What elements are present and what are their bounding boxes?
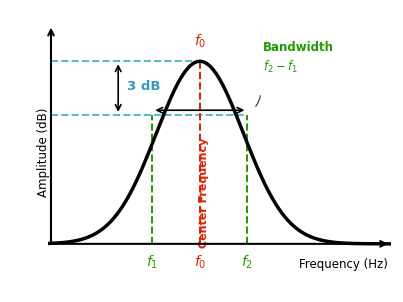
Text: $f_1$: $f_1$ xyxy=(146,254,158,271)
Text: $f_0$: $f_0$ xyxy=(194,254,206,271)
Text: Frequency (Hz): Frequency (Hz) xyxy=(299,258,388,271)
Text: $f_2$: $f_2$ xyxy=(241,254,253,271)
Text: $f_0$: $f_0$ xyxy=(194,33,206,50)
Text: Amplitude (dB): Amplitude (dB) xyxy=(37,108,50,197)
Text: 3 dB: 3 dB xyxy=(127,80,161,93)
Text: Bandwidth
$f_2 - f_1$: Bandwidth $f_2 - f_1$ xyxy=(263,41,334,75)
Text: Center Frequency: Center Frequency xyxy=(199,137,209,248)
